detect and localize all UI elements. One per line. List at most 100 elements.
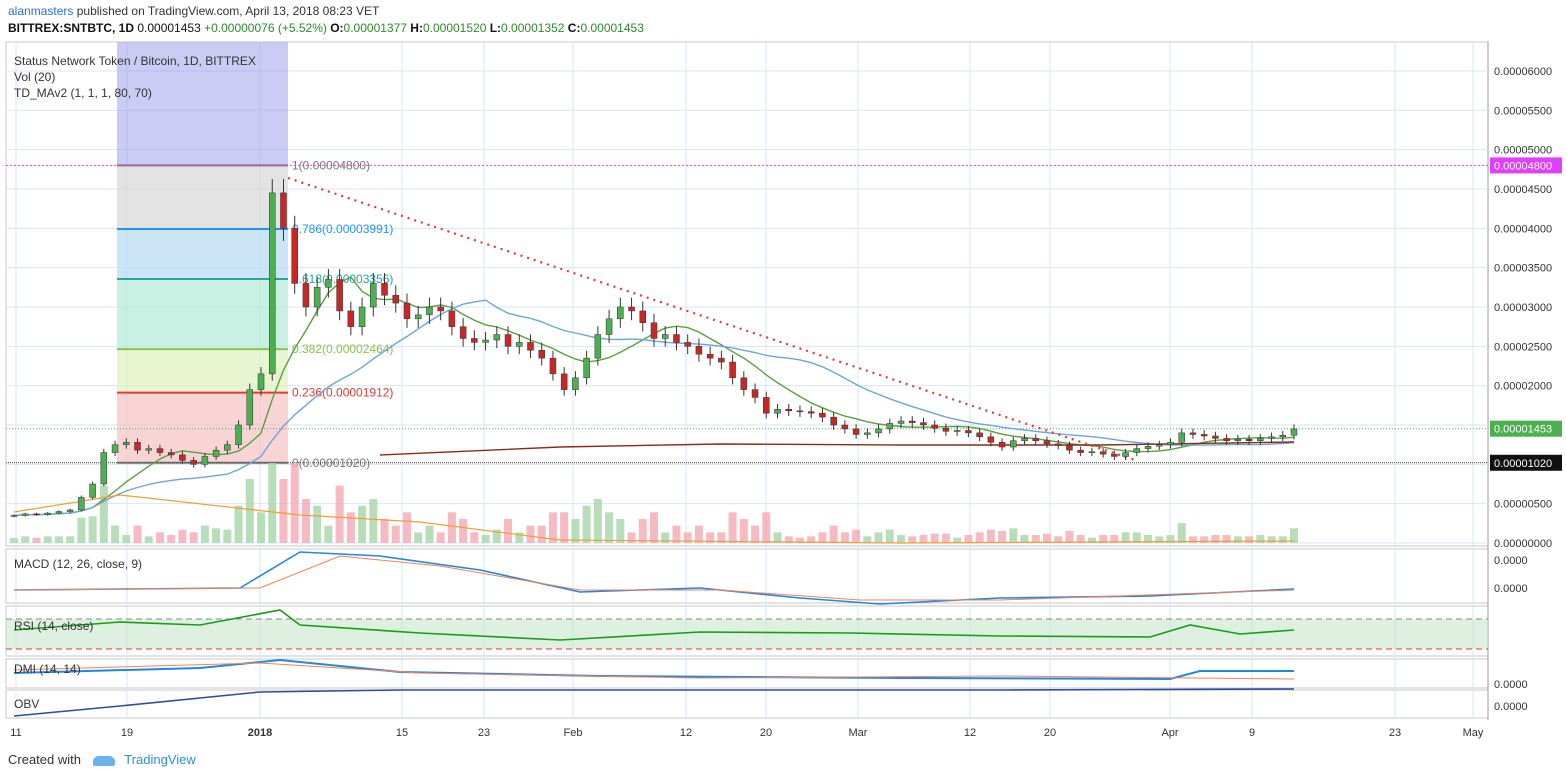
candle-body	[1111, 453, 1118, 457]
candle-body	[44, 512, 51, 515]
candle-body	[594, 334, 602, 359]
candle-body	[55, 511, 63, 514]
volume-bar	[290, 463, 299, 543]
candle-body	[1290, 428, 1298, 436]
candle-body	[493, 334, 501, 341]
candle-body	[10, 515, 18, 517]
candle-body	[302, 283, 310, 308]
obv-tick-label: 0.0000	[1494, 701, 1528, 713]
candles	[10, 178, 1298, 518]
volume-bar	[470, 532, 479, 543]
candle-body	[1144, 445, 1152, 449]
ohlc-bar: BITTREX:SNTBTC, 1D 0.00001453 +0.0000007…	[8, 21, 644, 35]
publish-text: published on TradingView.com, April 13, …	[76, 4, 380, 18]
volume-bar	[908, 536, 917, 543]
volume-bar	[43, 536, 52, 543]
td-legend: TD_MAv2 (1, 1, 1, 80, 70)	[14, 86, 152, 100]
volume-bar	[54, 536, 63, 543]
time-tick-label: 9	[1249, 727, 1255, 739]
candle-body	[718, 357, 725, 363]
time-axis[interactable]: 11 19 2018 15 23 Feb 12 20 Mar 12 20 Apr 9 23 May	[10, 727, 1484, 739]
candle-body	[414, 314, 422, 320]
candle-body	[224, 444, 231, 451]
time-tick-label: Apr	[1161, 727, 1178, 739]
volume-bar	[1267, 536, 1276, 543]
candle-body	[908, 420, 916, 423]
candle-body	[1032, 438, 1040, 441]
volume-bar	[200, 525, 209, 543]
candle-body	[1234, 438, 1242, 441]
candle-body	[268, 192, 276, 375]
candle-body	[864, 432, 871, 435]
candle-body	[257, 373, 265, 390]
time-tick-label: 20	[1044, 727, 1056, 739]
candle-body	[347, 310, 355, 327]
volume-bar	[88, 516, 97, 543]
candle-body	[774, 409, 781, 414]
volume-bar	[818, 532, 827, 543]
volume-bar	[1222, 535, 1231, 543]
volume-bar	[807, 536, 816, 543]
open-value: 0.00001377	[343, 21, 407, 35]
pane-border	[5, 658, 1489, 689]
volume-bar	[526, 525, 535, 543]
volume-bar	[402, 512, 411, 543]
rsi-line	[13, 609, 1295, 641]
volume-bar	[414, 532, 423, 543]
tradingview-link[interactable]: TradingView	[124, 752, 196, 767]
volume-bar	[425, 525, 434, 543]
candle-body	[987, 436, 995, 443]
volume-bar	[1065, 531, 1074, 543]
candle-body	[1043, 440, 1051, 445]
volume-bar	[885, 529, 894, 543]
volume-bar	[380, 519, 389, 543]
candle-body	[852, 428, 860, 435]
candle-body	[751, 389, 759, 398]
candle-body	[1189, 432, 1197, 435]
dmi-plus-line	[13, 658, 1294, 681]
macd-signal-line	[13, 555, 1295, 601]
volume-bar	[964, 535, 973, 543]
price-badge-label: 0.00004800	[1494, 160, 1552, 172]
price-axis[interactable]: 0.00006000 0.00005500 0.00005000 0.00004500…	[1490, 66, 1562, 713]
volume-bar	[773, 532, 782, 543]
volume-bar	[301, 499, 310, 543]
volume-bar	[1054, 536, 1063, 543]
open-label: O:	[330, 21, 344, 35]
volume-bar	[335, 485, 344, 543]
volume-ma-line	[13, 494, 1295, 544]
volume-bar	[492, 529, 501, 543]
volume-bar	[77, 517, 86, 543]
price-tick-label: 0.00005500	[1494, 105, 1552, 117]
volume-bar	[593, 499, 602, 543]
candle-body	[1178, 432, 1185, 443]
price-tick-label: 0.00002000	[1494, 381, 1552, 393]
candle-body	[246, 389, 254, 426]
created-with-text: Created with	[8, 752, 81, 767]
price-badge	[1490, 157, 1562, 174]
volume-bar	[1155, 536, 1164, 543]
tradingview-logo-icon	[92, 755, 115, 766]
candle-body	[583, 357, 590, 379]
candle-body	[673, 334, 680, 343]
author-link[interactable]: alanmasters	[8, 4, 74, 18]
volume-bar	[1278, 536, 1287, 543]
time-tick-label: 15	[396, 727, 408, 739]
candle-body	[953, 430, 961, 432]
publish-info: alanmasters published on TradingView.com…	[8, 4, 379, 18]
low-label: L:	[489, 21, 502, 35]
candle-body	[527, 342, 534, 351]
volume-bar	[930, 533, 939, 543]
obv-line	[13, 688, 1295, 717]
candle-body	[841, 424, 849, 430]
volume-bar	[1245, 536, 1254, 543]
candle-body	[123, 442, 130, 445]
candle-body	[1212, 435, 1219, 439]
baseline-ma-line	[379, 441, 1295, 456]
fib-zone	[117, 229, 288, 279]
volume-bar	[459, 519, 468, 543]
candle-body	[1223, 438, 1230, 441]
volume-bar	[919, 535, 928, 543]
time-tick-label: 11	[10, 727, 21, 739]
